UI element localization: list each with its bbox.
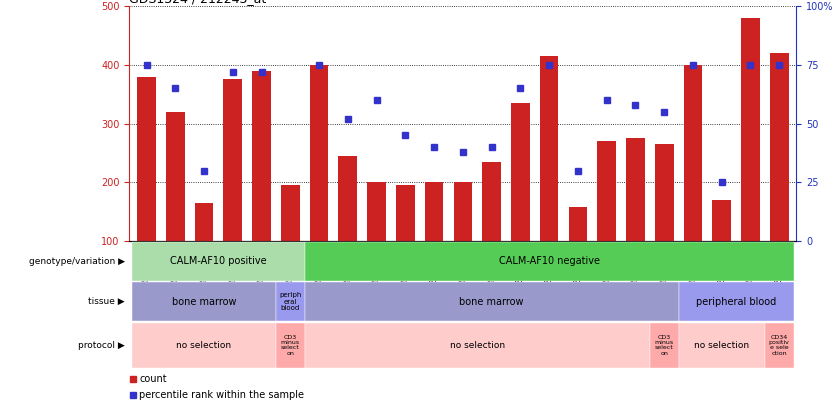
Bar [650,323,679,368]
Bar [655,144,674,241]
Bar [425,182,444,241]
Bar [396,185,414,241]
Bar [540,56,559,241]
Text: CALM-AF10 negative: CALM-AF10 negative [499,256,600,266]
Bar [511,103,530,241]
Bar [712,200,731,241]
Text: tissue ▶: tissue ▶ [88,297,125,306]
Text: CD3
minus
select
on: CD3 minus select on [281,335,300,356]
Bar [569,207,587,241]
Bar [626,138,645,241]
Bar [132,242,304,281]
Text: periph
eral
blood: periph eral blood [279,292,302,311]
Bar [276,282,304,321]
Text: no selection: no selection [694,341,749,350]
Bar [679,323,765,368]
Text: no selection: no selection [450,341,505,350]
Text: count: count [139,374,167,384]
Bar [339,156,357,241]
Text: genotype/variation ▶: genotype/variation ▶ [29,257,125,266]
Bar [482,162,501,241]
Bar [770,53,789,241]
Bar [304,282,679,321]
Text: peripheral blood: peripheral blood [696,297,776,307]
Bar [684,65,702,241]
Bar [765,323,794,368]
Text: CD34
positiv
e sele
ction: CD34 positiv e sele ction [769,335,790,356]
Text: percentile rank within the sample: percentile rank within the sample [139,390,304,400]
Bar [367,182,386,241]
Bar [304,323,650,368]
Bar [454,182,472,241]
Bar [741,18,760,241]
Bar [166,112,184,241]
Text: CD3
minus
select
on: CD3 minus select on [655,335,674,356]
Bar [132,282,276,321]
Text: GDS1324 / 212243_at: GDS1324 / 212243_at [129,0,267,5]
Bar [679,282,794,321]
Text: protocol ▶: protocol ▶ [78,341,125,350]
Bar [309,65,329,241]
Bar [281,185,299,241]
Bar [224,79,242,241]
Bar [194,203,214,241]
Bar [252,70,271,241]
Bar [132,323,276,368]
Text: bone marrow: bone marrow [460,297,524,307]
Text: bone marrow: bone marrow [172,297,236,307]
Text: no selection: no selection [177,341,232,350]
Bar [276,323,304,368]
Bar [304,242,794,281]
Text: CALM-AF10 positive: CALM-AF10 positive [170,256,267,266]
Bar [137,77,156,241]
Bar [597,141,616,241]
